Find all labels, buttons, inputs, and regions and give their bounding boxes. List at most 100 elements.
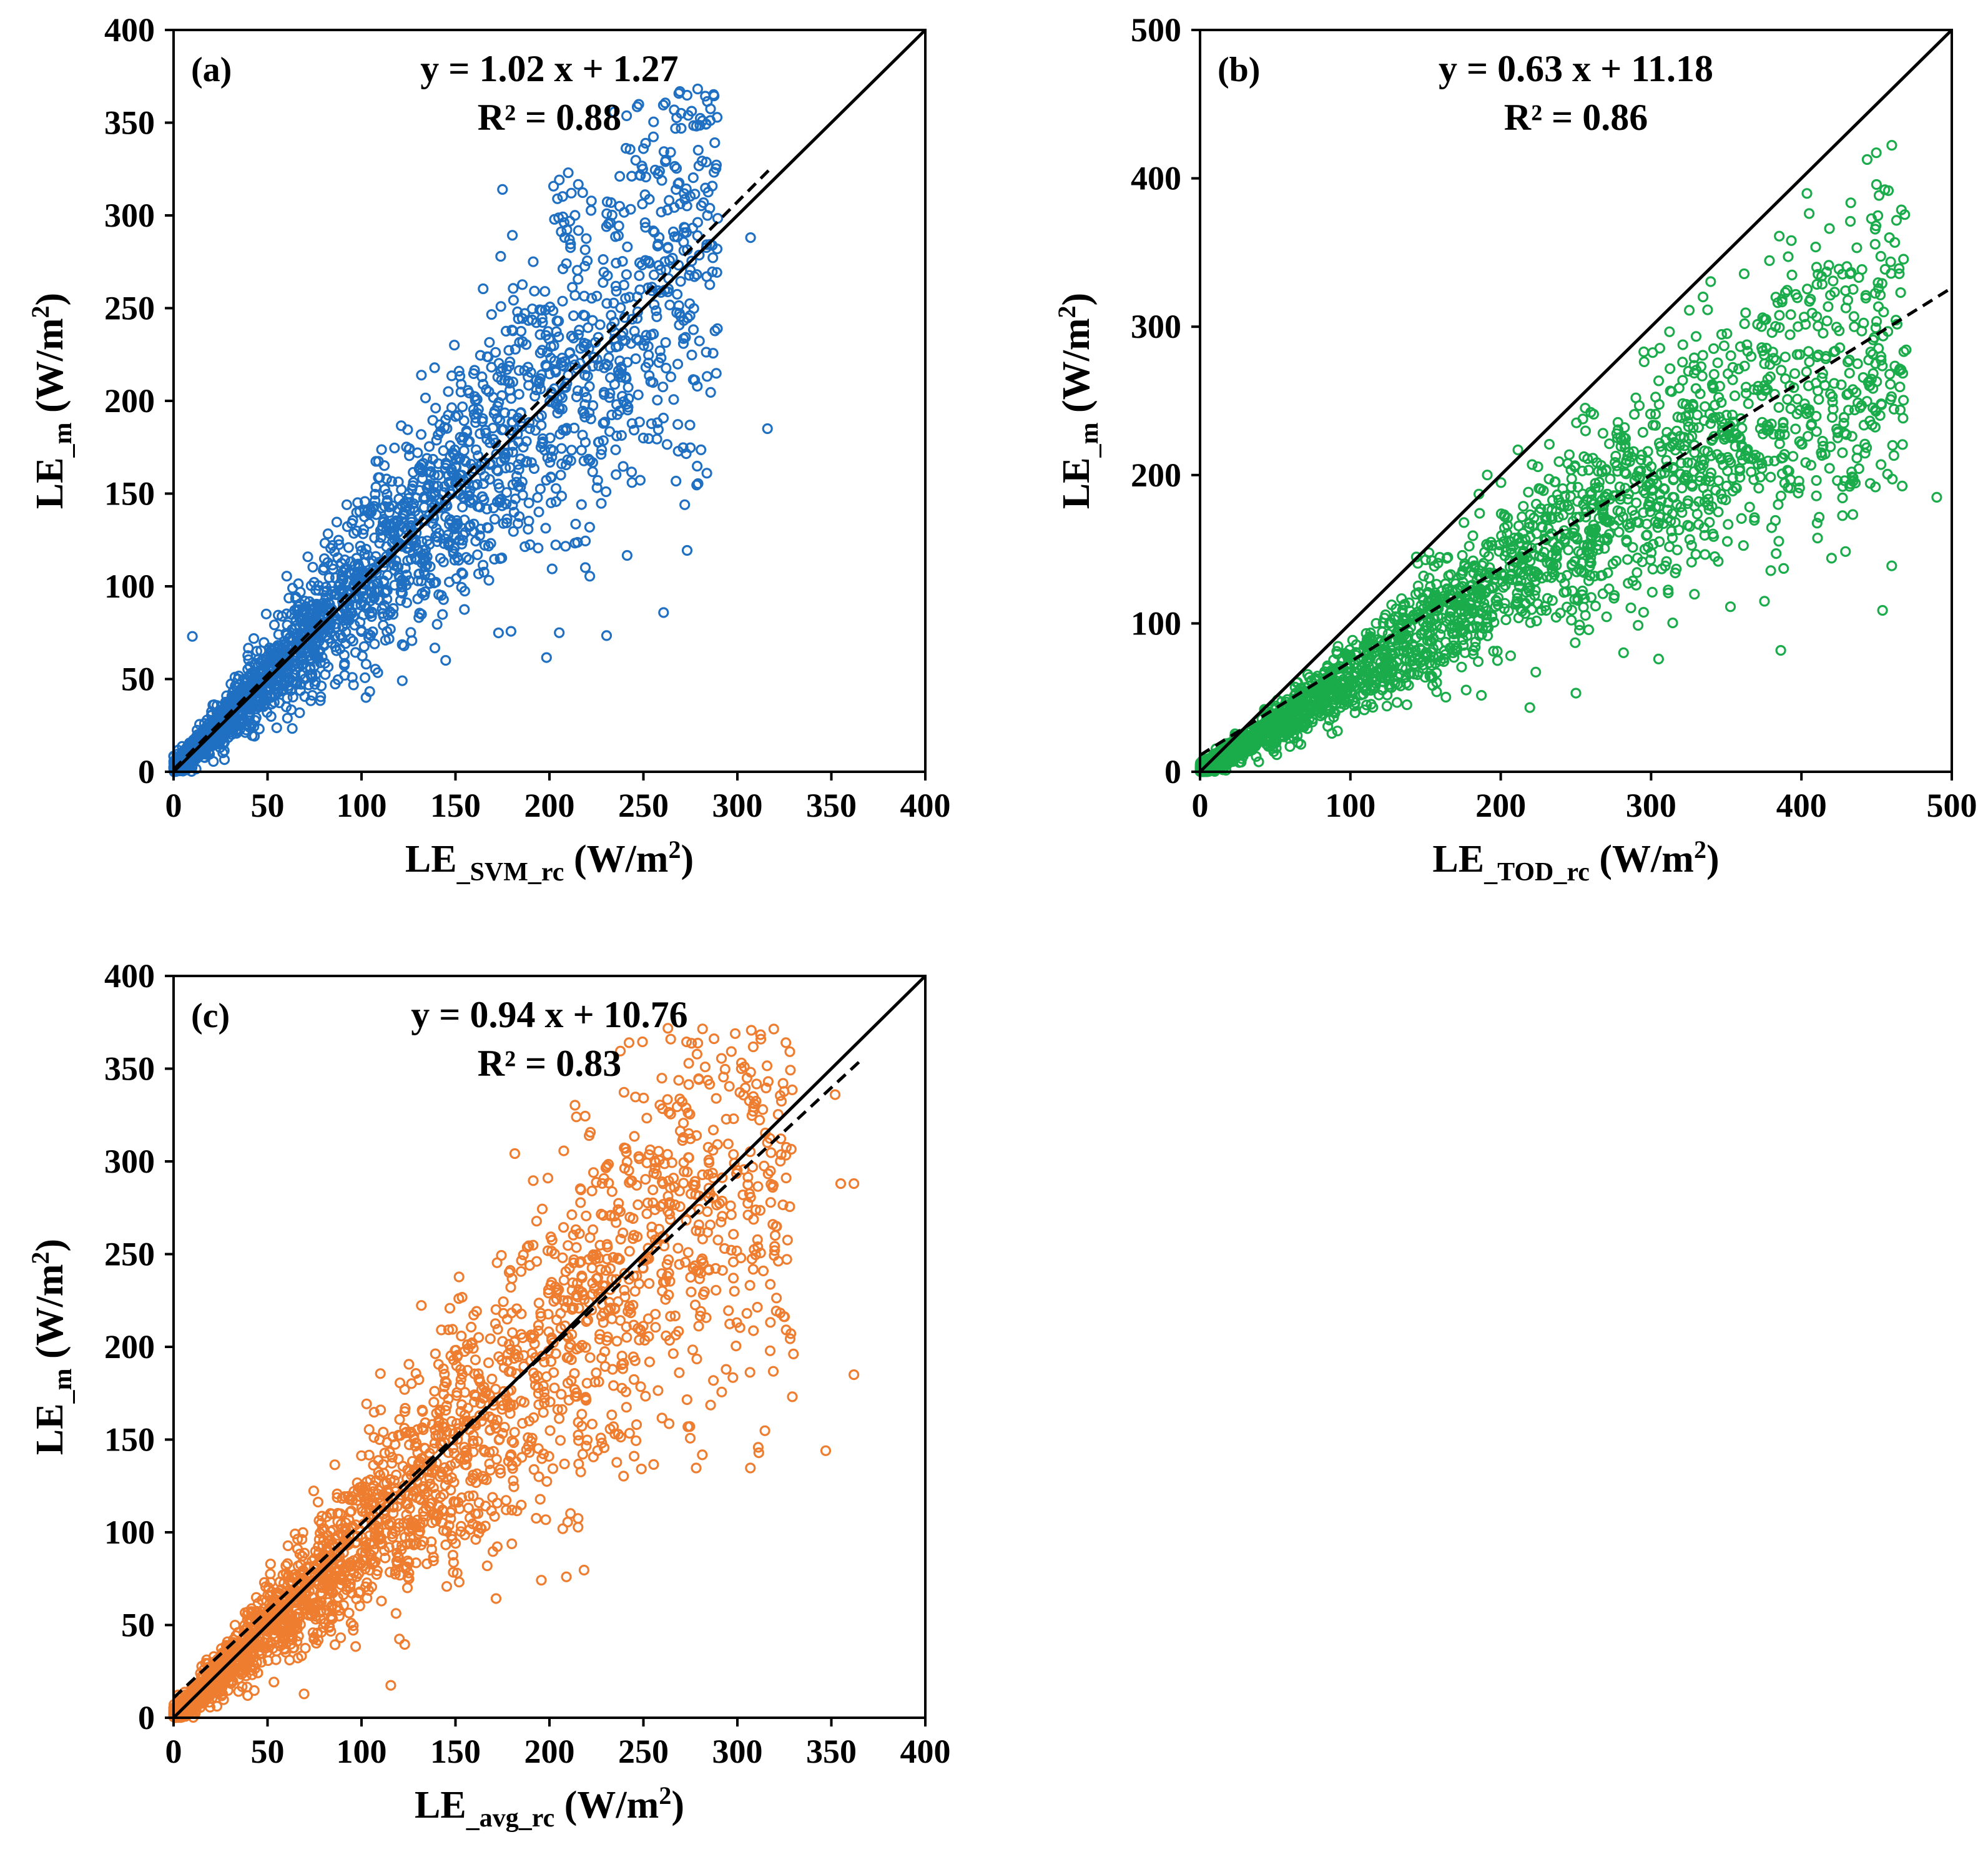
panel-a-data-point	[282, 692, 293, 704]
panel-a-data-point	[698, 197, 709, 209]
panel-a-data-point	[187, 631, 198, 642]
panel-a-data-point	[370, 664, 381, 675]
panel-a-data-point	[686, 349, 697, 361]
panel-a-data-point	[604, 426, 616, 437]
panel-a-data-point	[643, 433, 654, 445]
panel-a-data-point	[242, 650, 253, 661]
panel-a-data-point	[318, 640, 330, 651]
panel-a-data-point	[389, 530, 400, 541]
panel-a-data-point	[264, 660, 276, 671]
panel-a-data-point	[616, 430, 627, 441]
panel-a-data-point	[363, 518, 375, 529]
panel-a-data-point	[539, 286, 551, 297]
panel-a-data-point	[332, 552, 343, 563]
panel-a-data-point	[418, 566, 430, 577]
panel-a-data-point	[694, 112, 706, 124]
panel-a-y-tick-label: 350	[104, 104, 155, 142]
panel-a-data-point	[620, 142, 632, 154]
panel-a-data-point	[453, 410, 464, 421]
panel-a-y-tick-label: 300	[104, 197, 155, 234]
panel-a-data-point	[350, 647, 362, 658]
panel-a-data-point	[537, 317, 548, 328]
panel-a-data-point	[550, 367, 561, 378]
panel-a-data-point	[556, 443, 567, 454]
panel-a-data-point	[506, 230, 518, 241]
panel-a-data-point	[312, 653, 324, 664]
panel-a-data-point	[528, 256, 539, 267]
panel-a-data-point	[546, 451, 558, 463]
panel-a-data-point	[639, 335, 651, 347]
panel-a-data-point	[265, 711, 277, 722]
panel-a-data-point	[318, 597, 329, 609]
panel-b-plot	[1194, 29, 1953, 777]
panel-a-data-point	[296, 648, 307, 659]
panel-a-data-point	[550, 496, 562, 507]
panel-a-data-point	[651, 305, 662, 317]
panel-a-data-point	[581, 255, 593, 267]
panel-a-data-point	[435, 553, 446, 564]
panel-a-data-point	[618, 207, 630, 218]
panel-a-data-point	[243, 643, 254, 654]
panel-a-data-point	[659, 97, 671, 109]
panel-a-data-point	[305, 664, 316, 675]
panel-a-data-point	[458, 445, 470, 456]
panel-a-data-point	[428, 510, 439, 521]
panel-a-data-point	[327, 559, 338, 571]
panel-a-data-point	[701, 119, 712, 130]
panel-b-data-point	[1725, 350, 1736, 362]
panel-a-data-point	[671, 288, 683, 300]
panel-a-data-point	[385, 623, 396, 635]
panel-a-data-point	[496, 424, 508, 436]
panel-a-data-point	[680, 332, 691, 343]
panel-a-data-point	[528, 463, 540, 475]
panel-a-data-point	[665, 371, 677, 383]
panel-a-data-point	[647, 131, 659, 142]
panel-a-data-point	[260, 608, 272, 619]
panel-a-data-point	[566, 187, 577, 199]
panel-a-data-point	[282, 712, 293, 724]
panel-a-data-point	[598, 387, 610, 398]
panel-a-data-point	[495, 301, 506, 312]
panel-a-y-title-main: LE	[29, 457, 71, 509]
panel-a-data-point	[331, 516, 343, 528]
panel-a-data-point	[579, 386, 590, 398]
panel-a-data-point	[303, 616, 315, 628]
panel-a-data-point	[403, 542, 415, 553]
panel-a-fit-line	[172, 167, 772, 771]
panel-a-data-point	[648, 269, 660, 280]
panel-a-data-point	[341, 576, 353, 588]
panel-a-data-point	[481, 351, 493, 362]
panel-b-data-point	[1804, 208, 1815, 219]
panel-a-data-point	[396, 675, 408, 686]
panel-a-data-point	[488, 408, 499, 419]
panel-a-data-point	[427, 453, 439, 465]
panel-a-data-point	[554, 428, 566, 440]
panel-b-data-point	[1838, 418, 1849, 429]
panel-a-data-point	[626, 466, 637, 478]
panel-a-data-point	[421, 453, 433, 464]
panel-a-data-point	[428, 578, 440, 589]
panel-a-data-point	[348, 528, 360, 539]
panel-b-data-point	[1543, 438, 1555, 450]
panel-a-data-point	[557, 295, 568, 307]
panel-a-data-point	[639, 217, 651, 229]
panel-a-data-point	[248, 633, 260, 644]
panel-a-data-point	[671, 163, 682, 174]
panel-b-data-point	[1875, 289, 1886, 300]
panel-a-data-point	[470, 395, 481, 406]
panel-a-data-point	[265, 692, 277, 703]
panel-a-data-point	[438, 445, 449, 456]
panel-a-data-point	[556, 490, 568, 502]
panel-a-data-point	[617, 256, 628, 267]
panel-a-data-point	[672, 358, 684, 370]
panel-a-data-point	[587, 400, 599, 411]
panel-a-data-point	[592, 475, 603, 486]
panel-a-data-point	[563, 370, 574, 381]
panel-a-data-point	[618, 279, 630, 291]
panel-a-data-point	[681, 544, 693, 556]
panel-a-data-point	[501, 487, 513, 498]
panel-a-data-point	[601, 208, 613, 219]
panel-a-data-point	[427, 415, 438, 426]
panel-a-data-point	[621, 269, 632, 280]
panel-a-data-point	[622, 241, 633, 252]
